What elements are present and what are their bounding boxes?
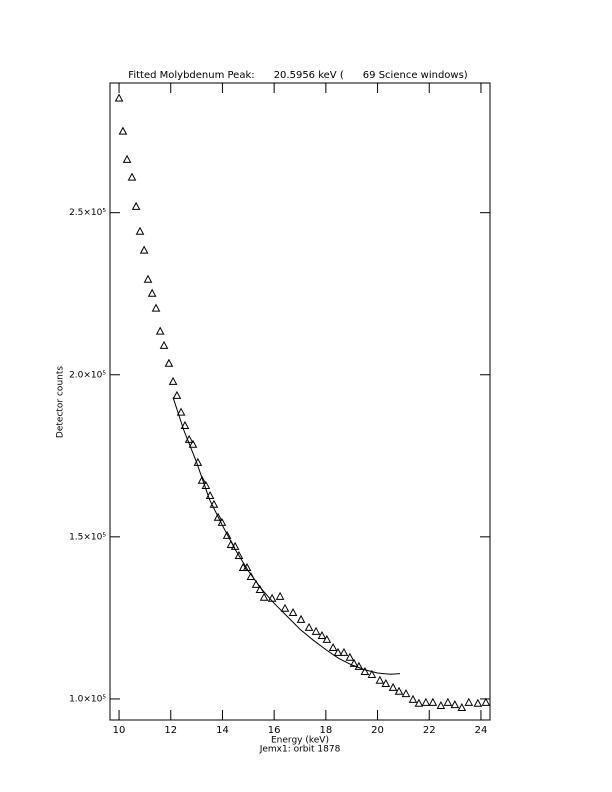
data-point [339,647,349,656]
data-point [296,614,306,623]
data-point [317,630,327,640]
x-tick-label: 20 [371,725,384,736]
data-point [122,154,132,163]
data-point [147,288,157,297]
data-point [457,702,467,712]
x-tick-label: 12 [164,725,177,736]
x-tick-label: 24 [475,725,488,736]
data-point [288,607,298,617]
data-point [131,201,141,210]
data-point [242,562,252,571]
data-point [381,678,391,688]
y-axis-label: Detector counts [56,366,66,438]
data-point [114,93,124,102]
data-point [143,274,153,283]
x-tick-label: 10 [113,725,126,736]
x-tick-label: 14 [216,725,229,736]
data-point [375,675,385,684]
data-point [188,439,198,448]
data-point [473,698,483,707]
data-point [259,592,269,601]
data-point [197,475,207,484]
data-point [367,669,377,678]
data-point [280,603,290,612]
plot-frame [109,82,491,721]
data-point [322,634,332,643]
data-point [127,172,137,181]
data-point [176,407,186,416]
data-point [328,642,338,652]
data-point [388,682,398,691]
data-point [304,622,314,631]
data-point [354,661,364,670]
data-point [164,358,174,367]
data-point [436,701,446,710]
x-tick-label: 18 [319,725,332,736]
data-point [159,340,169,349]
data-point [234,550,244,559]
data-point [155,326,165,335]
data-point [450,700,460,709]
data-point [151,303,161,312]
y-tick-label: 2.0×10⁵ [69,370,106,380]
data-point [275,591,285,600]
fit-curve [172,397,401,675]
x-axis-label: Energy (keV) [271,736,329,746]
data-point [349,658,359,667]
data-point [311,626,321,635]
data-point [168,376,178,385]
data-point [172,390,182,399]
data-point [139,245,149,254]
data-point [213,512,223,521]
data-point [360,666,370,676]
data-point [428,697,438,706]
chart-title: Fitted Molybdenum Peak: 20.5956 keV ( 69… [128,70,468,81]
subtitle: Jemx1: orbit 1878 [259,745,341,755]
y-tick-label: 1.0×10⁵ [69,694,106,704]
x-tick-label: 16 [268,725,281,736]
data-point [443,697,453,706]
data-point [481,697,491,706]
data-point [464,697,474,706]
data-point [345,652,355,661]
data-point [408,694,418,703]
data-point [135,226,145,235]
data-point [421,697,431,706]
data-point [333,647,343,656]
y-tick-label: 1.5×10⁵ [69,532,106,542]
data-point [118,126,128,135]
data-point [414,698,424,707]
y-tick-label: 2.5×10⁵ [69,208,106,218]
x-tick-label: 22 [423,725,436,736]
data-point [180,420,190,429]
data-point [401,689,411,698]
data-point [222,530,232,539]
data-point [394,686,404,695]
